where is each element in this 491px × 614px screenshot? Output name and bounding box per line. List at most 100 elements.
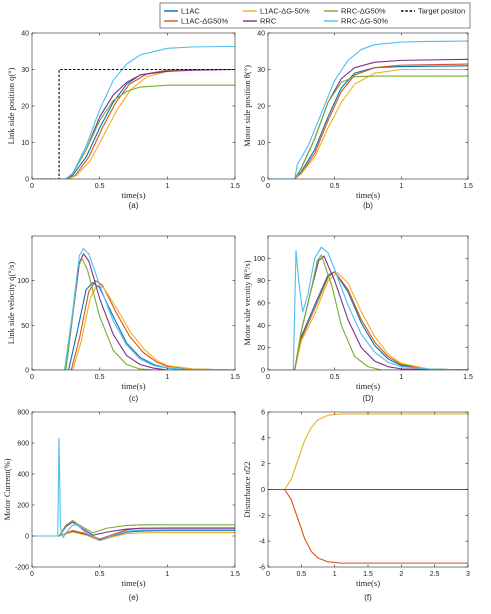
x-tick-label: 2.5 xyxy=(430,571,440,578)
y-tick-label: 10 xyxy=(257,140,265,147)
y-tick-label: 0 xyxy=(25,534,29,541)
legend-label: L1AC-ΔG50% xyxy=(181,17,228,26)
series-line-rrc-dg50 xyxy=(32,257,235,370)
series-group xyxy=(268,413,468,564)
y-tick-label: -4 xyxy=(259,539,265,546)
y-tick-label: 4 xyxy=(261,435,265,442)
legend-box xyxy=(159,2,471,29)
x-tick-label: 0 xyxy=(30,374,34,381)
y-axis-label: Motor side vecoity θ̇(°/s) xyxy=(242,260,252,345)
x-tick-label: 1.5 xyxy=(463,374,473,381)
y-tick-label: 40 xyxy=(257,31,265,38)
y-tick-label: 30 xyxy=(21,67,29,74)
y-tick-label: 100 xyxy=(17,278,29,285)
series-group xyxy=(32,247,235,370)
x-tick-label: 3 xyxy=(466,571,470,578)
y-axis-label: Disturbance σ̂22 xyxy=(242,461,252,517)
series-line-rrc-dg50 xyxy=(268,75,468,179)
series-line-l1ac xyxy=(32,281,235,370)
legend-item-target-positon: Target positon xyxy=(401,7,465,16)
y-tick-label: 600 xyxy=(17,441,29,448)
y-tick-label: -200 xyxy=(15,565,29,572)
y-tick-label: 0 xyxy=(25,177,29,184)
series-line-l1ac-dg50 xyxy=(268,271,468,370)
series-line-l1ac-dg-50 xyxy=(32,531,235,542)
y-tick-label: 20 xyxy=(21,104,29,111)
x-tick-label: 1.5 xyxy=(230,374,240,381)
x-tick-label: 0.5 xyxy=(95,571,105,578)
series-line-l1ac-dg-50 xyxy=(32,68,235,179)
legend-item-rrc-dg50: RRC-ΔG50% xyxy=(324,7,386,16)
y-tick-label: 0 xyxy=(261,487,265,494)
y-tick-label: 200 xyxy=(17,503,29,510)
series-line-l1ac xyxy=(268,65,468,179)
x-tick-label: 0 xyxy=(266,183,270,190)
panel-caption: (a) xyxy=(129,201,139,210)
series-group xyxy=(32,45,235,179)
y-tick-label: 20 xyxy=(257,345,265,352)
series-line-l1ac xyxy=(32,68,235,179)
x-tick-label: 0 xyxy=(266,571,270,578)
series-line-l1ac-dg50 xyxy=(268,488,468,564)
legend: L1AC L1AC-ΔG-50% RRC-ΔG50% Target positon L1… xyxy=(159,2,471,29)
legend-item-rrc-dg-50: RRC-ΔG-50% xyxy=(324,17,388,26)
x-tick-label: 1.5 xyxy=(230,183,240,190)
legend-label: L1AC-ΔG-50% xyxy=(260,7,310,16)
y-tick-label: 2 xyxy=(261,461,265,468)
x-tick-label: 1 xyxy=(399,374,403,381)
x-tick-label: 0.5 xyxy=(95,183,105,190)
series-line-rrc-dg50 xyxy=(32,519,235,537)
series-line-rrc-dg-50 xyxy=(32,247,235,370)
y-tick-label: 20 xyxy=(257,104,265,111)
series-line-l1ac-dg50 xyxy=(32,68,235,179)
chart-panel-c: 0 0.5 1 1.5 0 50 100 time(s) Link side velocity … xyxy=(6,235,240,403)
chart-panel-b: 0 0.5 1 1.5 0 10 20 30 40 time(s) Motor side posit… xyxy=(242,31,473,211)
y-tick-label: 80 xyxy=(257,278,265,285)
legend-label: RRC xyxy=(260,17,277,26)
series-line-l1ac-dg-50 xyxy=(32,284,235,370)
y-tick-label: -6 xyxy=(259,565,265,572)
y-tick-label: 400 xyxy=(17,472,29,479)
x-tick-label: 1.5 xyxy=(363,571,373,578)
series-line-target-positon xyxy=(32,68,235,179)
x-tick-label: 1 xyxy=(165,374,169,381)
y-tick-label: 50 xyxy=(21,323,29,330)
plot-area xyxy=(31,411,236,568)
x-axis-label: time(s) xyxy=(356,578,380,588)
legend-item-rrc: RRC xyxy=(243,17,277,26)
x-tick-label: 0.5 xyxy=(330,183,340,190)
y-axis-label: Link side velocity q̇(°/s) xyxy=(6,262,16,345)
y-tick-label: -2 xyxy=(259,513,265,520)
x-tick-label: 0.5 xyxy=(95,374,105,381)
x-tick-label: 1 xyxy=(399,183,403,190)
y-axis-label: Link side position q(°) xyxy=(6,67,16,144)
series-line-rrc-dg50 xyxy=(268,254,468,370)
legend-label: RRC-ΔG50% xyxy=(341,7,386,16)
chart-panel-d: 0 0.5 1 1.5 0 20 40 60 80 100 time(s) Motor side ve… xyxy=(242,235,473,403)
plot-area xyxy=(31,32,236,180)
y-tick-label: 0 xyxy=(261,368,265,375)
y-tick-label: 0 xyxy=(261,177,265,184)
series-line-rrc-dg-50 xyxy=(268,246,468,370)
y-tick-label: 800 xyxy=(17,410,29,417)
x-tick-label: 1.5 xyxy=(463,183,473,190)
x-tick-label: 0 xyxy=(30,183,34,190)
series-group xyxy=(32,437,235,542)
x-tick-label: 1.5 xyxy=(230,571,240,578)
series-line-l1ac xyxy=(268,271,468,370)
legend-label: Target positon xyxy=(418,7,465,16)
legend-item-l1ac-dg50: L1AC-ΔG50% xyxy=(164,17,228,26)
y-axis-label: Motor Current(%) xyxy=(2,458,12,520)
series-line-rrc xyxy=(32,68,235,179)
x-tick-label: 0 xyxy=(30,571,34,578)
series-line-l1ac-dg-50 xyxy=(268,68,468,179)
x-tick-label: 0.5 xyxy=(330,374,340,381)
series-line-rrc-dg50 xyxy=(32,84,235,179)
y-tick-label: 6 xyxy=(261,410,265,417)
plot-area xyxy=(267,32,469,180)
x-tick-label: 1 xyxy=(165,571,169,578)
x-tick-label: 1 xyxy=(165,183,169,190)
